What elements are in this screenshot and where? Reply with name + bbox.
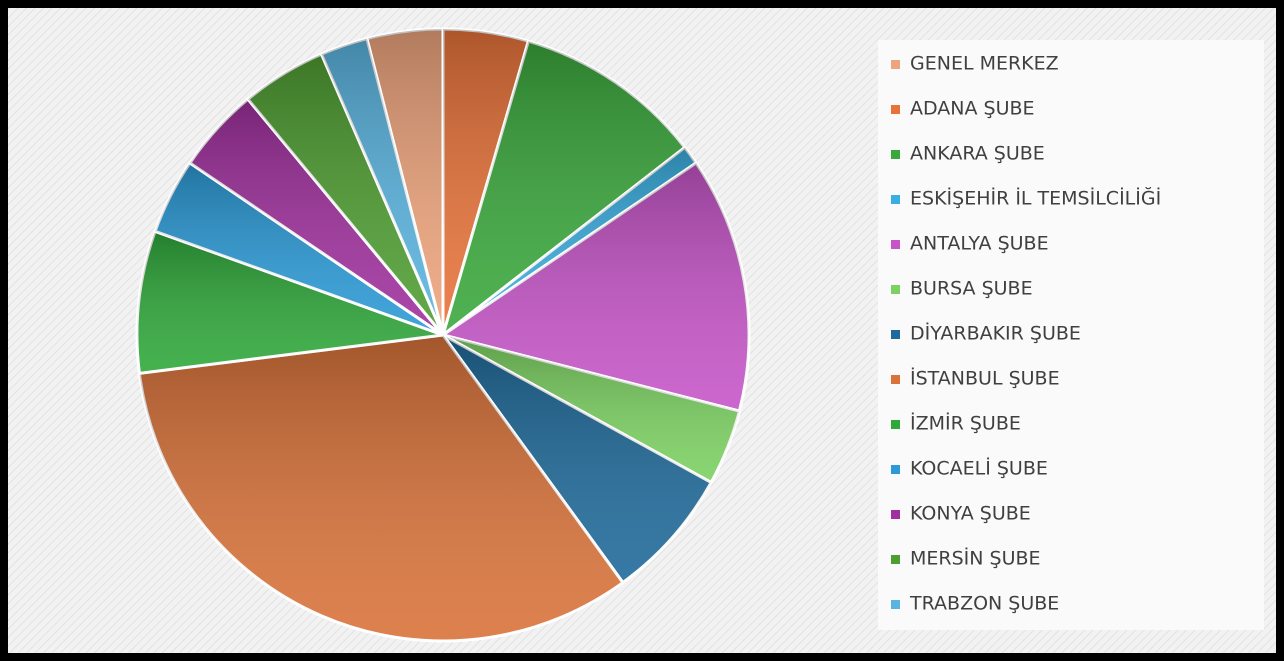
legend-label: GENEL MERKEZ (910, 53, 1059, 75)
legend-label: DİYARBAKIR ŞUBE (910, 322, 1081, 345)
legend-label: ADANA ŞUBE (910, 98, 1035, 120)
legend-panel (878, 40, 1264, 630)
legend-swatch (891, 600, 900, 609)
legend-label: İZMİR ŞUBE (910, 412, 1021, 435)
legend-label: İSTANBUL ŞUBE (910, 367, 1060, 390)
legend-swatch (891, 240, 900, 249)
legend-label: KONYA ŞUBE (910, 503, 1031, 525)
legend-swatch (891, 60, 900, 69)
legend-label: ANTALYA ŞUBE (910, 233, 1049, 255)
legend-label: KOCAELİ ŞUBE (910, 457, 1048, 480)
legend-label: BURSA ŞUBE (910, 278, 1033, 300)
legend-swatch (891, 195, 900, 204)
legend-label: MERSİN ŞUBE (910, 547, 1041, 570)
legend-swatch (891, 375, 900, 384)
legend-swatch (891, 465, 900, 474)
legend-swatch (891, 510, 900, 519)
legend-swatch (891, 150, 900, 159)
legend-swatch (891, 555, 900, 564)
legend-swatch (891, 330, 900, 339)
legend-label: ESKİŞEHİR İL TEMSİLCİLİĞİ (910, 186, 1161, 210)
legend-swatch (891, 105, 900, 114)
legend-swatch (891, 285, 900, 294)
legend-swatch (891, 420, 900, 429)
legend-label: ANKARA ŞUBE (910, 143, 1045, 165)
legend-label: TRABZON ŞUBE (909, 593, 1059, 615)
